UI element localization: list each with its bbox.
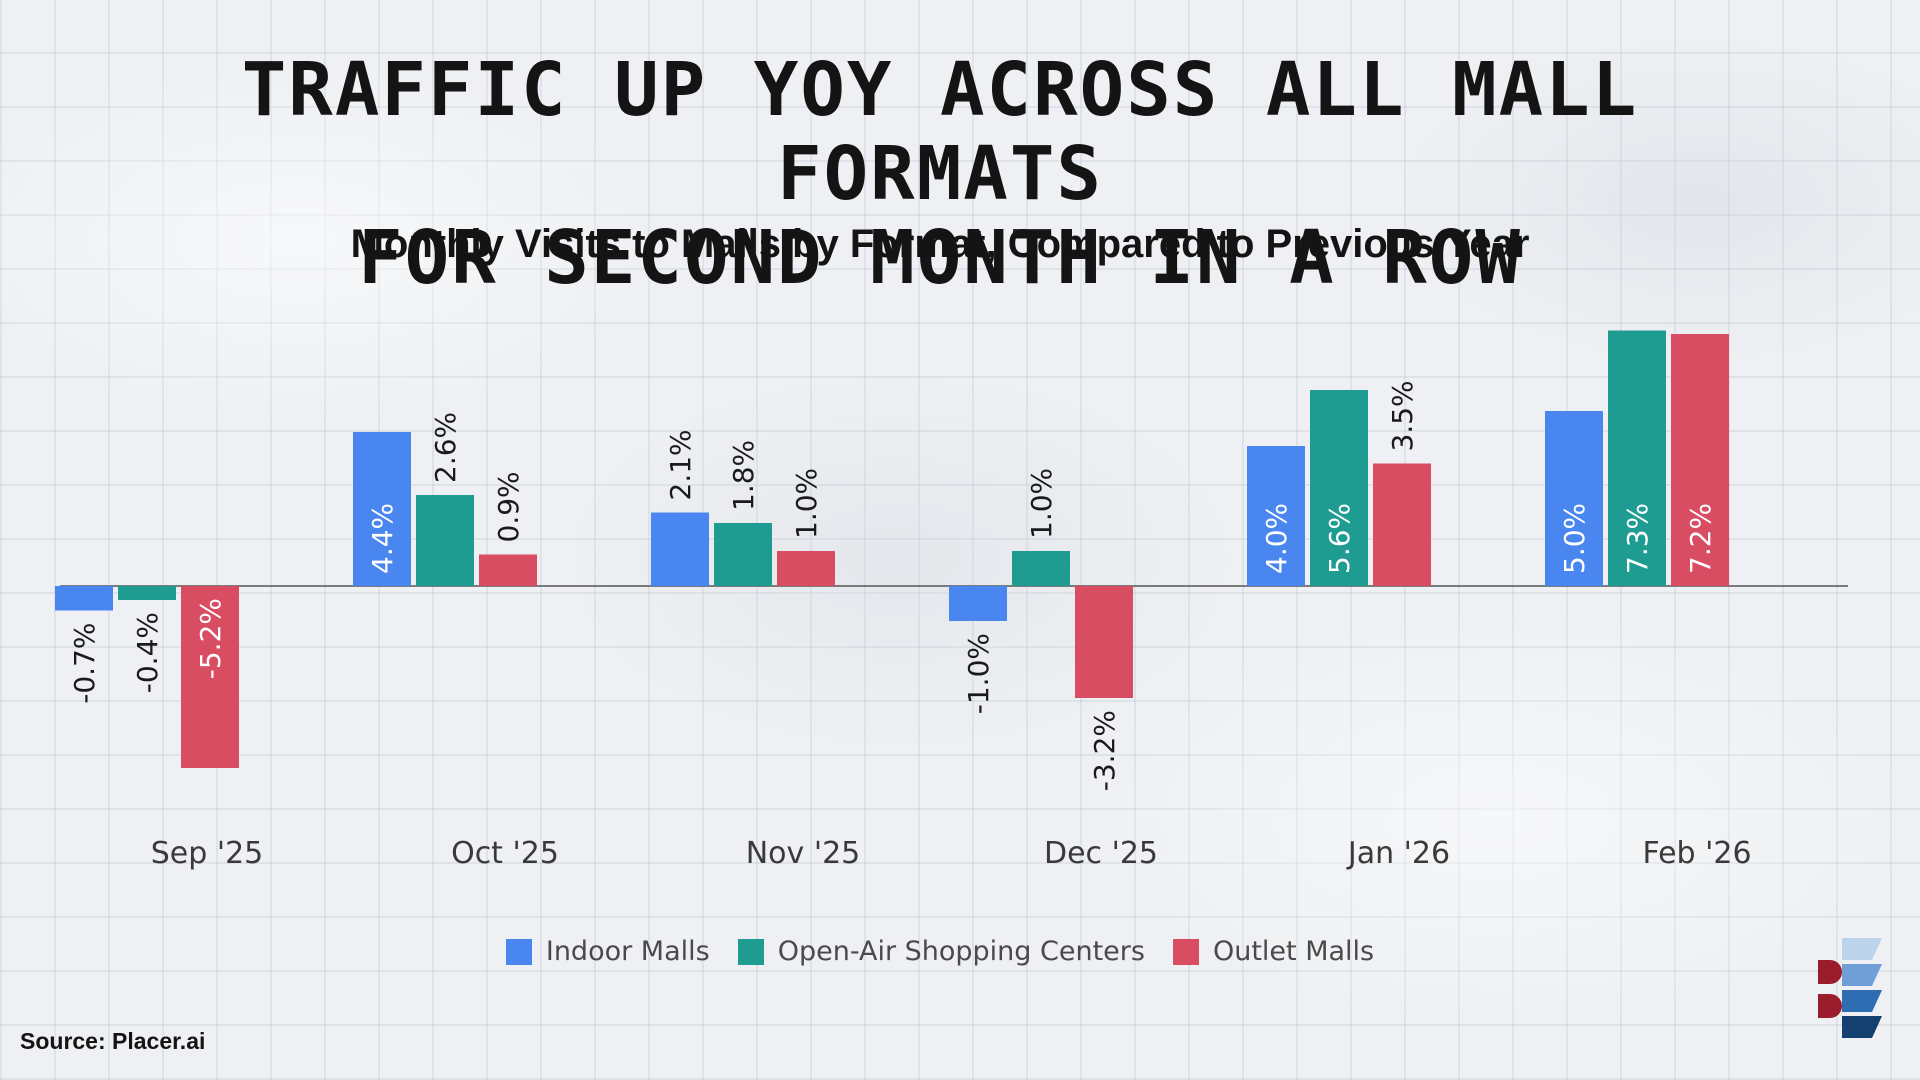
x-tick-label-5: Feb '26 xyxy=(1642,836,1751,871)
bar-indoor-malls-0 xyxy=(55,586,113,611)
logo-band-3 xyxy=(1842,990,1882,1012)
legend-swatch-open-air xyxy=(737,938,764,965)
bar-indoor-malls-4 xyxy=(1247,446,1305,586)
data-label-2-0: -5.2% xyxy=(194,598,227,679)
data-label-0-3: -1.0% xyxy=(962,633,995,714)
bar-outlet-malls-3 xyxy=(1075,586,1133,698)
bar-indoor-malls-2 xyxy=(651,512,709,586)
bar-open-air-shopping-centers-5 xyxy=(1608,330,1666,586)
data-label-0-4: 4.0% xyxy=(1260,503,1293,574)
x-tick-label-3: Dec '25 xyxy=(1044,836,1158,871)
bar-indoor-malls-5 xyxy=(1545,411,1603,586)
data-label-0-1: 4.4% xyxy=(366,503,399,574)
legend-label-open-air: Open-Air Shopping Centers xyxy=(777,936,1145,967)
x-tick-label-4: Jan '26 xyxy=(1346,836,1450,871)
logo-bump-2 xyxy=(1818,994,1842,1018)
placer-logo-icon xyxy=(1818,938,1882,1038)
legend-swatch-indoor xyxy=(505,938,532,965)
data-label-1-1: 2.6% xyxy=(429,412,462,483)
data-label-2-4: 3.5% xyxy=(1386,380,1419,451)
title-line-2: FOR SECOND MONTH IN A ROW xyxy=(358,215,1522,301)
data-label-1-3: 1.0% xyxy=(1025,468,1058,539)
bar-open-air-shopping-centers-4 xyxy=(1310,390,1368,586)
source-note: Source: Placer.ai xyxy=(20,1028,206,1054)
bar-chart: -0.7% -0.4% -5.2% Sep '25 4.4% 2.6% 0.9% Oct '2… xyxy=(55,330,1848,871)
legend-swatch-outlet xyxy=(1172,938,1199,965)
data-label-1-4: 5.6% xyxy=(1323,503,1356,574)
data-label-0-2: 2.1% xyxy=(664,429,697,500)
data-label-1-2: 1.8% xyxy=(727,440,760,511)
chart-legend: Indoor Malls Open-Air Shopping Centers O… xyxy=(0,936,1880,967)
data-label-2-3: -3.2% xyxy=(1088,710,1121,791)
bar-open-air-shopping-centers-1 xyxy=(416,495,474,586)
data-label-2-5: 7.2% xyxy=(1684,503,1717,574)
logo-band-2 xyxy=(1842,964,1882,986)
x-tick-label-2: Nov '25 xyxy=(746,836,861,871)
logo-bump-1 xyxy=(1818,960,1842,984)
bar-outlet-malls-2 xyxy=(777,551,835,586)
bar-outlet-malls-5 xyxy=(1671,334,1729,586)
legend-item-outlet: Outlet Malls xyxy=(1172,936,1375,967)
title-line-1: TRAFFIC UP YOY ACROSS ALL MALL FORMATS xyxy=(241,47,1639,217)
bar-outlet-malls-0 xyxy=(181,586,239,768)
page-title: TRAFFIC UP YOY ACROSS ALL MALL FORMATS F… xyxy=(60,48,1820,300)
bar-outlet-malls-1 xyxy=(479,554,537,586)
bar-outlet-malls-4 xyxy=(1373,463,1431,586)
legend-item-open-air: Open-Air Shopping Centers xyxy=(737,936,1145,967)
x-tick-label-1: Oct '25 xyxy=(451,836,559,871)
bar-open-air-shopping-centers-3 xyxy=(1012,551,1070,586)
bar-open-air-shopping-centers-2 xyxy=(714,523,772,586)
data-label-1-0: -0.4% xyxy=(131,612,164,693)
x-tick-label-0: Sep '25 xyxy=(151,836,264,871)
bar-indoor-malls-1 xyxy=(353,432,411,586)
logo-band-1 xyxy=(1842,938,1882,960)
legend-label-indoor: Indoor Malls xyxy=(545,936,710,967)
data-label-1-5: 7.3% xyxy=(1621,503,1654,574)
bar-indoor-malls-3 xyxy=(949,586,1007,621)
data-label-2-2: 1.0% xyxy=(790,468,823,539)
logo-band-4 xyxy=(1842,1016,1882,1038)
chart-subtitle: Monthly Visits to Malls by Format, Compa… xyxy=(350,222,1530,266)
data-label-0-0: -0.7% xyxy=(68,623,101,704)
data-label-2-1: 0.9% xyxy=(492,471,525,542)
bar-open-air-shopping-centers-0 xyxy=(118,586,176,600)
data-label-0-5: 5.0% xyxy=(1558,503,1591,574)
legend-label-outlet: Outlet Malls xyxy=(1212,936,1375,967)
legend-item-indoor: Indoor Malls xyxy=(505,936,710,967)
